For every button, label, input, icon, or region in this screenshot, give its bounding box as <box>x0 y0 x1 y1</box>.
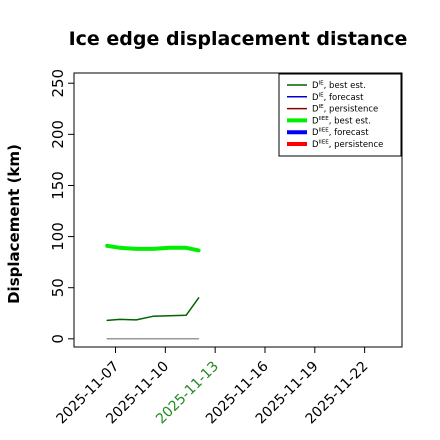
legend-label-sup: IE <box>319 104 325 110</box>
y-tick-label: 250 <box>49 69 67 98</box>
legend-label-suffix: , best est. <box>329 116 371 126</box>
legend-label-base: D <box>312 116 319 126</box>
legend-label-suffix: , forecast <box>329 128 369 138</box>
legend-label: DIE, best est. <box>312 81 366 92</box>
legend-label-base: D <box>312 93 319 103</box>
legend-label-suffix: , persistence <box>329 140 384 150</box>
legend-label-suffix: , persistence <box>324 105 379 115</box>
legend-label-sup: IIEE <box>319 128 330 134</box>
y-axis: 0 50 100 150 200 250 <box>49 69 74 344</box>
legend-label: DIIEE, forecast <box>312 128 369 139</box>
y-axis-label: Displacement (km) <box>5 144 23 304</box>
legend-label-sup: IE <box>319 92 325 98</box>
legend-label: DIE, persistence <box>312 104 378 115</box>
series-line-diiee-best <box>105 243 201 253</box>
legend-label-sup: IIEE <box>319 116 330 122</box>
legend-label-base: D <box>312 128 319 138</box>
y-tick-label: 200 <box>49 120 67 149</box>
legend-label-sup: IIEE <box>319 140 330 146</box>
legend-label: DIE, forecast <box>312 92 364 103</box>
chart-title: Ice edge displacement distance <box>69 28 408 50</box>
legend-label: DIIEE, best est. <box>312 116 371 127</box>
legend-label-base: D <box>312 105 319 115</box>
legend-label-base: D <box>312 140 319 150</box>
series-layer <box>105 243 201 340</box>
series-line-die-best <box>106 297 200 322</box>
y-tick-label: 100 <box>49 222 67 251</box>
y-tick-label: 0 <box>49 334 67 344</box>
plot-frame <box>73 72 403 348</box>
x-axis: 2025-11-072025-11-102025-11-132025-11-16… <box>53 347 371 427</box>
y-tick-label: 150 <box>49 171 67 200</box>
legend-label: DIIEE, persistence <box>312 140 383 151</box>
legend-label-suffix: , best est. <box>324 81 366 91</box>
y-tick-label: 50 <box>49 278 67 297</box>
legend-label-sup: IE <box>319 81 325 87</box>
legend-label-base: D <box>312 81 319 91</box>
legend-label-suffix: , forecast <box>324 93 364 103</box>
